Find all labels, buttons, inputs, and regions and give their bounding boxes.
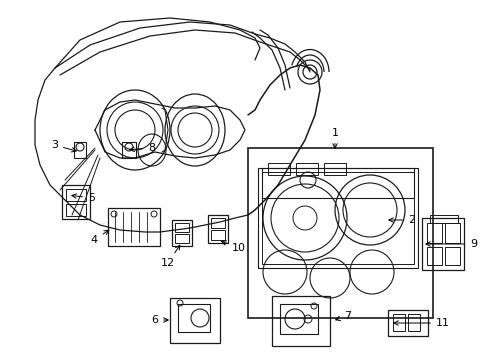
Bar [66, 204, 86, 216]
Bar [210, 218, 224, 228]
Text: 11: 11 [393, 318, 449, 328]
Bar [210, 230, 224, 240]
Bar [74, 142, 86, 158]
Bar [392, 314, 404, 331]
Bar [262, 172, 413, 264]
Bar [387, 310, 427, 336]
Bar [280, 304, 317, 334]
Text: 1: 1 [331, 128, 338, 148]
Text: 12: 12 [161, 245, 180, 268]
Text: 2: 2 [388, 215, 414, 225]
Bar [295, 163, 317, 175]
Bar [426, 247, 441, 265]
Bar [262, 168, 413, 198]
Bar [172, 220, 192, 246]
Bar [207, 215, 227, 243]
Text: 9: 9 [425, 239, 476, 249]
Bar [429, 215, 457, 223]
Text: 10: 10 [221, 241, 245, 253]
Bar [421, 218, 463, 270]
Bar [247, 148, 432, 318]
Text: 8: 8 [130, 143, 155, 153]
Bar [324, 163, 346, 175]
Text: 4: 4 [91, 230, 109, 245]
Bar [444, 247, 459, 265]
Bar [108, 208, 160, 246]
Bar [66, 189, 86, 201]
Bar [178, 304, 209, 332]
Text: 3: 3 [51, 140, 76, 152]
Text: 6: 6 [151, 315, 168, 325]
Bar [170, 298, 220, 343]
Bar [444, 223, 459, 243]
Bar [271, 296, 329, 346]
Bar [267, 163, 289, 175]
Text: 5: 5 [72, 193, 95, 203]
Bar [175, 234, 189, 243]
Bar [426, 223, 441, 243]
Bar [258, 168, 417, 268]
Bar [175, 223, 189, 232]
Bar [122, 142, 136, 158]
Text: 7: 7 [335, 311, 350, 321]
Bar [62, 185, 90, 219]
Bar [407, 314, 419, 331]
